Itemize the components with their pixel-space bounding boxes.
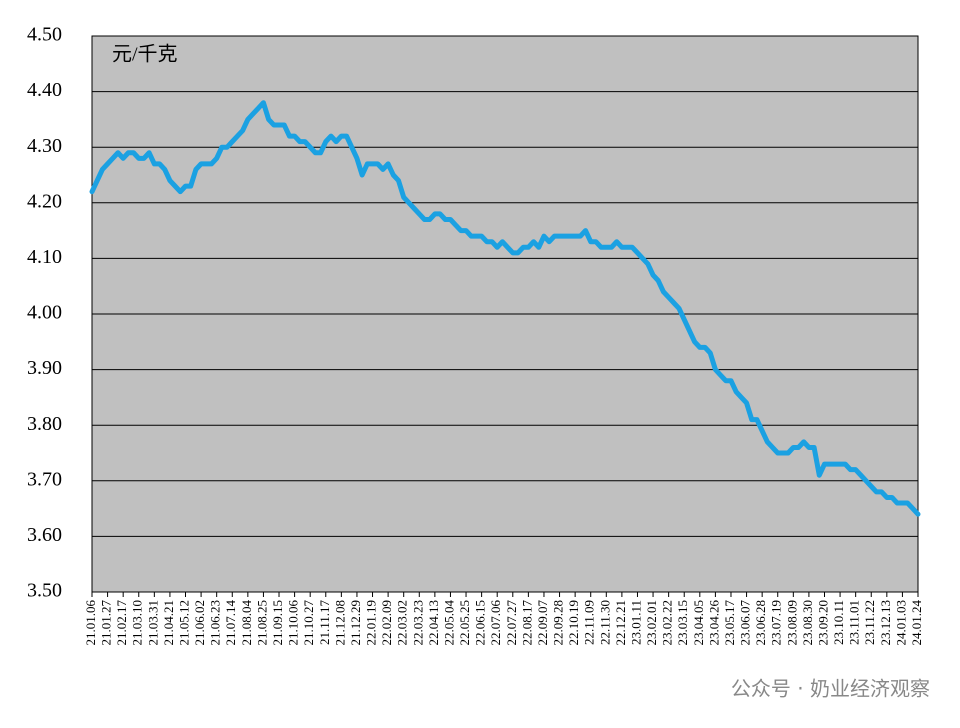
x-tick-label: 24.01.24 xyxy=(909,600,924,646)
x-tick-label: 22.10.19 xyxy=(566,600,581,646)
x-tick-label: 22.09.07 xyxy=(535,600,550,646)
x-tick-label: 22.07.27 xyxy=(504,600,519,646)
y-tick-label: 3.50 xyxy=(27,580,62,602)
watermark: 公众号 · 奶业经济观察 xyxy=(731,677,930,701)
x-tick-label: 23.09.20 xyxy=(815,600,830,646)
x-tick-label: 21.12.08 xyxy=(332,600,347,646)
x-tick-label: 23.01.11 xyxy=(628,600,643,645)
x-tick-label: 21.08.25 xyxy=(254,600,269,646)
x-tick-label: 22.03.23 xyxy=(410,600,425,646)
y-tick-label: 3.70 xyxy=(27,468,62,490)
x-tick-label: 23.11.22 xyxy=(862,600,877,645)
x-tick-label: 21.06.23 xyxy=(208,600,223,646)
x-tick-label: 22.04.13 xyxy=(426,600,441,646)
y-tick-label: 3.90 xyxy=(27,357,62,379)
x-tick-label: 21.04.21 xyxy=(161,600,176,646)
x-tick-label: 21.01.06 xyxy=(83,600,98,646)
x-tick-label: 23.08.09 xyxy=(784,600,799,646)
x-tick-label: 21.03.10 xyxy=(130,600,145,646)
x-tick-label: 21.05.12 xyxy=(176,600,191,646)
x-tick-label: 23.12.13 xyxy=(878,600,893,646)
x-tick-label: 22.07.06 xyxy=(488,600,503,646)
x-tick-label: 21.03.31 xyxy=(145,600,160,646)
y-tick-label: 4.20 xyxy=(27,190,62,212)
x-tick-label: 22.11.09 xyxy=(582,600,597,645)
x-tick-label: 22.05.25 xyxy=(457,600,472,646)
x-tick-label: 21.06.02 xyxy=(192,600,207,646)
x-tick-label: 23.11.01 xyxy=(847,600,862,645)
x-tick-label: 23.07.19 xyxy=(769,600,784,646)
x-tick-label: 22.09.28 xyxy=(551,600,566,646)
y-tick-label: 3.60 xyxy=(27,524,62,546)
x-tick-label: 22.03.02 xyxy=(395,600,410,646)
x-tick-label: 21.02.17 xyxy=(114,600,129,646)
x-tick-label: 22.08.17 xyxy=(519,600,534,646)
x-tick-label: 21.01.27 xyxy=(99,600,114,646)
x-tick-label: 21.09.15 xyxy=(270,600,285,646)
x-tick-label: 23.05.17 xyxy=(722,600,737,646)
y-tick-label: 3.80 xyxy=(27,413,62,435)
x-tick-label: 23.06.07 xyxy=(738,600,753,646)
x-tick-label: 22.02.09 xyxy=(379,600,394,646)
x-tick-label: 21.10.27 xyxy=(301,600,316,646)
x-tick-label: 21.10.06 xyxy=(286,600,301,646)
x-tick-label: 22.12.21 xyxy=(613,600,628,646)
y-tick-label: 4.10 xyxy=(27,246,62,268)
x-tick-label: 22.11.30 xyxy=(597,600,612,645)
y-tick-label: 4.30 xyxy=(27,135,62,157)
y-tick-label: 4.00 xyxy=(27,302,62,324)
x-tick-label: 22.01.19 xyxy=(364,600,379,646)
x-tick-label: 21.11.17 xyxy=(317,600,332,646)
price-line xyxy=(89,100,921,517)
unit-label: 元/千克 xyxy=(112,43,178,66)
x-tick-label: 21.07.14 xyxy=(223,600,238,646)
x-tick-label: 23.10.11 xyxy=(831,600,846,645)
x-tick-label: 22.05.04 xyxy=(441,600,456,646)
x-tick-label: 23.02.22 xyxy=(660,600,675,646)
y-tick-label: 4.40 xyxy=(27,79,62,101)
x-tick-label: 21.08.04 xyxy=(239,600,254,646)
x-tick-label: 23.06.28 xyxy=(753,600,768,646)
x-tick-label: 22.06.15 xyxy=(473,600,488,646)
x-tick-label: 23.04.26 xyxy=(706,600,721,646)
x-tick-label: 21.12.29 xyxy=(348,600,363,646)
x-tick-label: 24.01.03 xyxy=(893,600,908,646)
x-tick-label: 23.08.30 xyxy=(800,600,815,646)
x-tick-label: 23.02.01 xyxy=(644,600,659,646)
x-tick-label: 23.04.05 xyxy=(691,600,706,646)
x-tick-label: 23.03.15 xyxy=(675,600,690,646)
y-tick-label: 4.50 xyxy=(27,24,62,46)
